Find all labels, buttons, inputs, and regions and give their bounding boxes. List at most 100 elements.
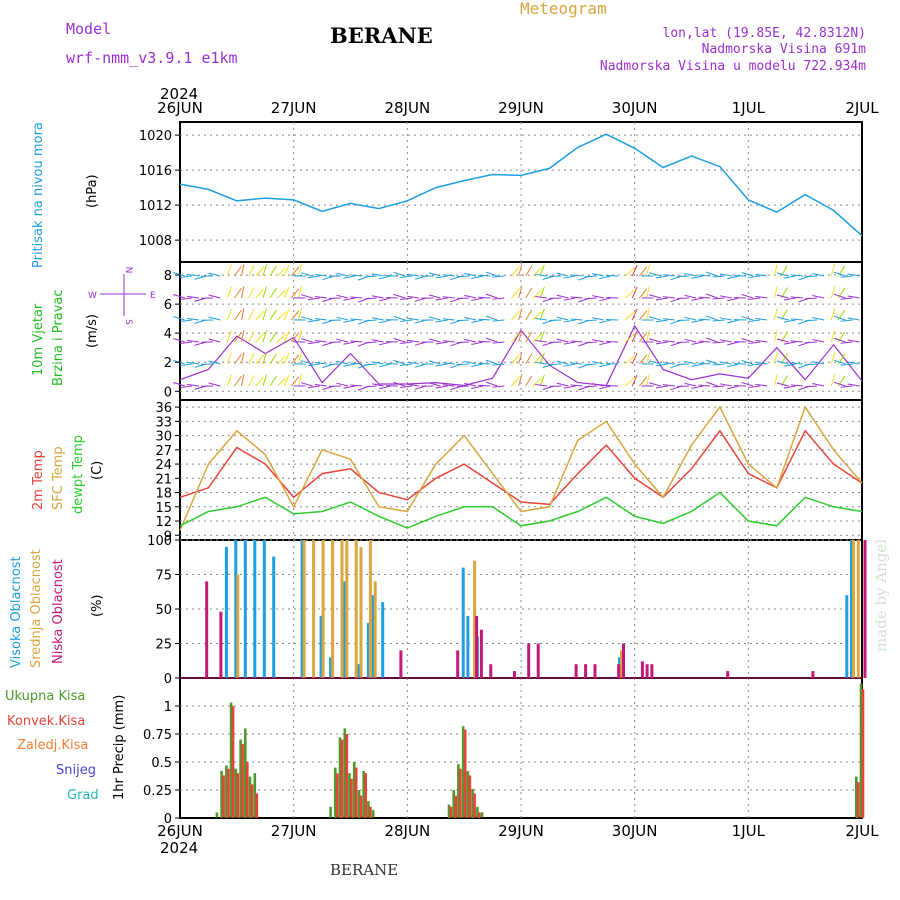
wind-arrow-shaft: [532, 311, 542, 321]
wind-arrow: [364, 297, 377, 300]
wind-arrow: [532, 267, 542, 277]
wind-arrow-shaft: [255, 332, 265, 343]
wind-arrow: [592, 361, 604, 365]
wind-arrow: [684, 360, 697, 365]
x-tick-label-bottom: 26JUN: [157, 822, 203, 840]
wind-arrow-shaft: [840, 363, 853, 366]
wind-arrow-shaft: [584, 341, 597, 344]
bar: [463, 729, 467, 818]
wind-arrow: [471, 297, 484, 301]
wind-arrow-shaft: [727, 341, 739, 346]
wind-arrow: [584, 385, 597, 388]
wind-arrow-shaft: [248, 287, 255, 299]
wind-arrow: [662, 274, 675, 277]
bar: [852, 540, 855, 678]
bar: [489, 664, 493, 678]
wind-arrow: [830, 330, 836, 343]
wind-arrow: [592, 295, 604, 299]
wind-arrow-shaft: [179, 363, 192, 367]
panel-frame: [179, 121, 863, 263]
bar: [461, 567, 465, 678]
wind-arrow: [255, 310, 265, 321]
wind-arrow: [511, 288, 520, 299]
wind-arrow: [631, 352, 638, 365]
bar: [231, 706, 235, 818]
wind-arrow: [662, 296, 675, 299]
bar: [227, 768, 230, 818]
wind-arrow-shaft: [592, 317, 604, 321]
wind-arrow: [393, 359, 406, 365]
bar: [369, 806, 372, 818]
wind-arrow-shaft: [727, 297, 739, 302]
wind-arrow-shaft: [492, 363, 505, 366]
wind-arrow-shaft: [343, 319, 356, 323]
bar: [272, 556, 276, 678]
wind-arrow: [539, 286, 545, 299]
wind-arrow-shaft: [186, 273, 200, 277]
wind-arrow: [255, 376, 265, 387]
wind-arrow: [535, 295, 548, 299]
wind-arrow-shaft: [478, 384, 491, 387]
wind-arrow: [691, 385, 704, 389]
wind-arrow: [241, 308, 245, 321]
wind-arrow-shaft: [456, 363, 469, 366]
wind-arrow: [186, 273, 200, 277]
wind-arrow-shaft: [535, 361, 548, 365]
wind-arrow: [748, 385, 761, 389]
wind-arrow-shaft: [511, 332, 520, 343]
wind-arrow-shaft: [662, 384, 675, 387]
wind-arrow: [535, 317, 548, 321]
bar: [350, 778, 353, 818]
bar: [220, 771, 223, 818]
wind-arrow-shaft: [748, 275, 761, 279]
wind-arrow-shaft: [179, 275, 192, 279]
bar: [340, 739, 344, 818]
wind-arrow: [283, 374, 290, 387]
wind-arrow: [518, 352, 523, 365]
wind-arrow-shaft: [492, 275, 505, 278]
wind-arrow-shaft: [535, 273, 548, 277]
wind-arrow: [649, 360, 661, 365]
wind-arrow-shaft: [727, 275, 739, 280]
wind-arrow-shaft: [662, 296, 675, 299]
wind-arrow: [485, 337, 498, 343]
wind-arrow: [639, 376, 648, 387]
compass-w: W: [88, 291, 97, 301]
wind-arrow: [307, 297, 320, 301]
precip-legend-conv: Konvek.Kisa: [7, 714, 85, 729]
wind-arrow-shaft: [456, 341, 469, 344]
wind-arrow: [570, 340, 583, 343]
wind-arrow: [234, 375, 242, 387]
wind-arrow-shaft: [492, 385, 505, 388]
wind-arrow-shaft: [631, 286, 638, 299]
wind-arrow: [677, 385, 690, 388]
wind-arrow-shaft: [624, 377, 635, 387]
bar: [471, 788, 474, 818]
wind-arrow-shaft: [804, 385, 818, 388]
wind-arrow-shaft: [563, 341, 576, 345]
wind-arrow: [478, 318, 491, 321]
wind-arrow: [435, 385, 448, 389]
wind-arrow-shaft: [570, 340, 583, 343]
wind-arrow-shaft: [655, 385, 668, 389]
wind-arrow: [400, 319, 413, 322]
wind-arrow-shaft: [336, 316, 349, 321]
wind-arrow: [262, 330, 267, 343]
wind-arrow: [812, 295, 825, 299]
series-line: [179, 324, 863, 387]
wind-arrow: [712, 341, 725, 344]
cloud-unit: (%): [90, 595, 105, 618]
wind-arrow-shaft: [307, 319, 320, 323]
wind-arrow: [649, 338, 661, 343]
wind-arrow: [241, 352, 245, 365]
wind-arrow: [833, 381, 846, 387]
wind-arrow-shaft: [539, 286, 545, 299]
wind-arrow: [755, 339, 768, 343]
wind-arrow: [748, 275, 761, 279]
wind-arrow-shaft: [847, 273, 860, 277]
wind-arrow: [234, 353, 242, 365]
wind-arrow: [840, 275, 853, 278]
wind-arrow-shaft: [297, 374, 302, 387]
wind-arrow: [719, 273, 732, 277]
wind-arrow-shaft: [464, 360, 477, 365]
